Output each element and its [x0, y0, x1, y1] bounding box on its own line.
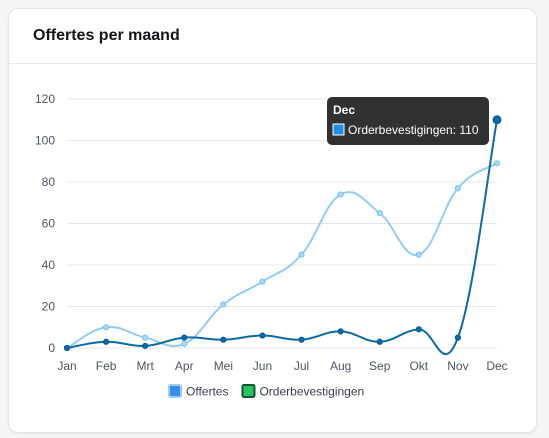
- card-title: Offertes per maand: [33, 27, 180, 44]
- y-tick-label: 20: [42, 300, 56, 314]
- data-point[interactable]: [337, 328, 344, 335]
- card-header: Offertes per maand: [9, 9, 536, 64]
- series-offertes: [63, 160, 501, 352]
- y-tick-label: 60: [42, 217, 56, 231]
- tooltip-box: [327, 97, 489, 145]
- data-point[interactable]: [220, 336, 227, 343]
- x-tick-label: Mei: [214, 359, 233, 373]
- data-point[interactable]: [376, 338, 383, 345]
- y-tick-label: 80: [42, 175, 56, 189]
- y-axis-ticks: 0 20 40 60 80 100 120: [35, 92, 55, 355]
- legend-item[interactable]: Offertes: [168, 384, 228, 399]
- data-point[interactable]: [63, 344, 71, 352]
- data-point[interactable]: [337, 191, 344, 198]
- series-line: [66, 162, 498, 349]
- tooltip: Dec Orderbevestigingen: 110: [327, 97, 489, 145]
- data-point[interactable]: [259, 332, 266, 339]
- data-point[interactable]: [259, 278, 266, 285]
- legend-swatch: [168, 384, 182, 398]
- data-point[interactable]: [415, 251, 422, 258]
- legend-item[interactable]: Orderbevestigingen: [241, 384, 364, 399]
- series: [63, 115, 502, 356]
- y-tick-label: 100: [35, 134, 55, 148]
- tooltip-label: Orderbevestigingen: 110: [348, 123, 479, 137]
- y-tick-label: 120: [35, 92, 55, 106]
- data-point[interactable]: [415, 326, 422, 333]
- tooltip-swatch: [332, 123, 345, 136]
- data-point[interactable]: [142, 342, 149, 350]
- y-tick-label: 40: [42, 258, 56, 272]
- legend-label: Orderbevestigingen: [259, 385, 364, 399]
- data-point[interactable]: [102, 338, 110, 345]
- data-point[interactable]: [298, 251, 305, 258]
- x-tick-label: Feb: [96, 359, 117, 373]
- data-point[interactable]: [181, 334, 188, 341]
- data-point[interactable]: [454, 334, 462, 341]
- x-tick-label: Aug: [330, 359, 351, 373]
- x-tick-label: Apr: [175, 359, 194, 373]
- chart-card: Offertes per maand 0 20 40 60 80 100 120 Jan Fe…: [8, 8, 537, 433]
- data-point[interactable]: [454, 185, 462, 192]
- x-tick-label: Mrt: [137, 359, 155, 373]
- x-tick-label: Okt: [409, 359, 428, 373]
- tooltip-title: Dec: [333, 103, 355, 117]
- legend-label: Offertes: [186, 385, 228, 399]
- data-point[interactable]: [376, 210, 383, 217]
- x-tick-label: Jun: [253, 359, 272, 373]
- x-axis-ticks: Jan Feb Mrt Apr Mei Jun Jul Aug Sep Okt Nov Dec: [57, 359, 507, 373]
- line-chart[interactable]: 0 20 40 60 80 100 120 Jan Feb Mrt Apr Mei Jun Jul Aug…: [9, 9, 536, 432]
- legend-swatch: [241, 384, 256, 398]
- data-point[interactable]: [181, 340, 188, 347]
- x-tick-label: Sep: [369, 359, 391, 373]
- legend[interactable]: Offertes Orderbevestigingen: [168, 384, 364, 399]
- data-point[interactable]: [142, 334, 149, 341]
- data-point[interactable]: [220, 301, 227, 308]
- x-tick-label: Nov: [447, 359, 468, 373]
- data-point[interactable]: [102, 324, 110, 331]
- x-tick-label: Jul: [294, 359, 309, 373]
- x-tick-label: Dec: [486, 359, 507, 373]
- x-tick-label: Jan: [57, 359, 76, 373]
- series-orderbevestigingen: [63, 115, 502, 356]
- data-point[interactable]: [492, 115, 502, 125]
- data-point[interactable]: [298, 336, 305, 343]
- data-point[interactable]: [493, 160, 501, 167]
- y-tick-label: 0: [48, 341, 55, 355]
